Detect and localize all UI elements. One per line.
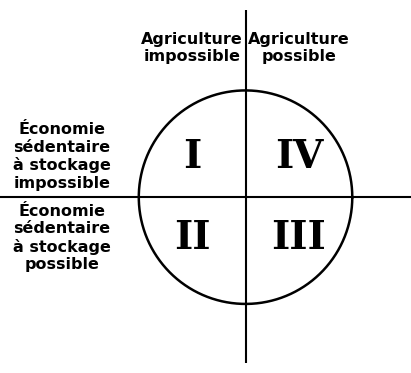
Text: Économie
sédentaire
à stockage
impossible: Économie sédentaire à stockage impossibl… xyxy=(13,122,111,191)
Text: Agriculture
impossible: Agriculture impossible xyxy=(141,32,243,64)
Text: II: II xyxy=(174,219,210,257)
Text: IV: IV xyxy=(275,138,323,176)
Text: Agriculture
possible: Agriculture possible xyxy=(248,32,350,64)
Text: Économie
sédentaire
à stockage
possible: Économie sédentaire à stockage possible xyxy=(13,204,111,272)
Text: III: III xyxy=(272,219,326,257)
Text: I: I xyxy=(183,138,201,176)
